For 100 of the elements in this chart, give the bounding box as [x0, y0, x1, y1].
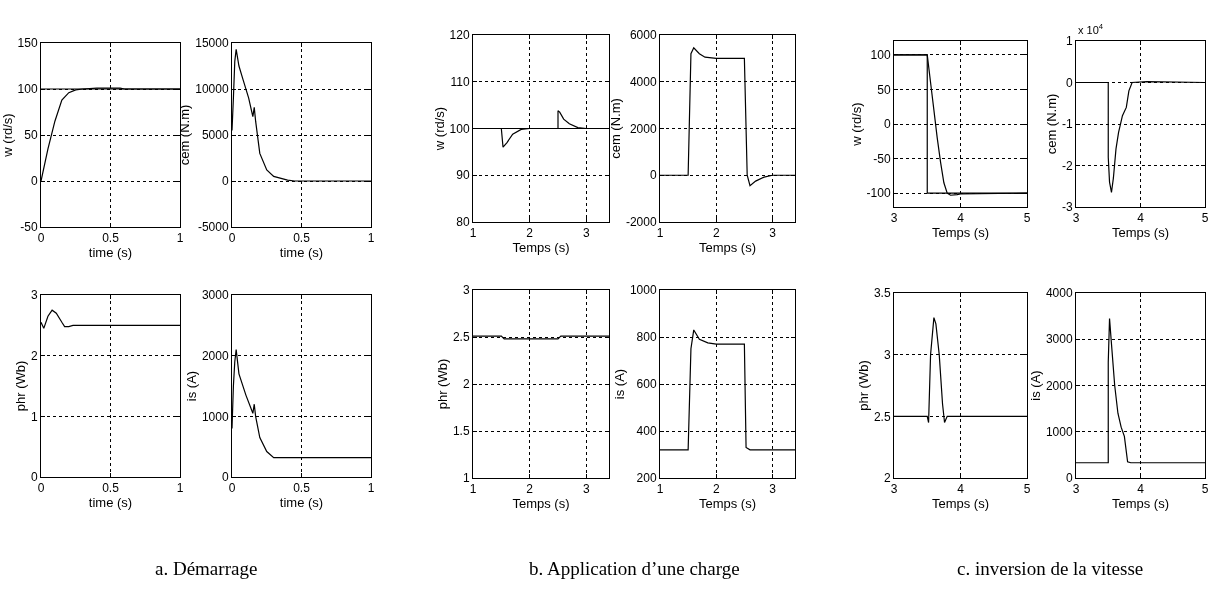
y-tick-label: -2	[1061, 158, 1073, 173]
x-tick-label: 5	[1201, 211, 1209, 226]
y-tick-label: 2000	[629, 121, 657, 136]
y-tick-label: 3	[30, 288, 38, 303]
y-tick-label: 100	[870, 48, 891, 63]
x-tick-label: 4	[1137, 482, 1145, 497]
x-axis-title: time (s)	[88, 245, 133, 261]
y-tick-label: 0	[221, 174, 229, 189]
x-axis-title: Temps (s)	[1111, 225, 1170, 241]
y-tick-label: -100	[866, 186, 891, 201]
x-tick-label: 0.5	[293, 231, 311, 246]
x-tick-label: 2	[526, 482, 534, 497]
x-axis-title: Temps (s)	[1111, 496, 1170, 512]
y-tick-label: 15000	[195, 36, 229, 51]
y-tick-label: 2.5	[452, 330, 470, 345]
y-tick-label: 1000	[1045, 424, 1073, 439]
y-axis-title: w (rd/s)	[0, 113, 15, 158]
y-axis-title: phr (Wb)	[434, 358, 450, 410]
y-tick-label: -50	[873, 151, 891, 166]
x-axis-title: Temps (s)	[512, 496, 570, 512]
x-axis-title: Temps (s)	[512, 240, 570, 256]
x-tick-label: 1	[176, 481, 184, 496]
y-tick-label: 80	[456, 215, 470, 230]
y-tick-label: 200	[636, 471, 657, 486]
x-tick-label: 1	[367, 231, 375, 246]
y-tick-label: 0	[1065, 471, 1073, 486]
y-tick-label: 800	[636, 330, 657, 345]
x-tick-label: 2	[526, 226, 534, 241]
y-tick-label: 50	[24, 128, 38, 143]
y-tick-label: 2	[883, 471, 891, 486]
y-tick-label: 2	[30, 348, 38, 363]
y-tick-label: 600	[636, 377, 657, 392]
y-tick-label: 50	[877, 82, 891, 97]
y-tick-label: 1000	[629, 283, 657, 298]
y-tick-label: 5000	[201, 128, 229, 143]
y-tick-label: -1	[1061, 117, 1073, 132]
x-tick-label: 1	[176, 231, 184, 246]
y-tick-label: 0	[1065, 75, 1073, 90]
x-tick-label: 3	[582, 226, 590, 241]
x-tick-label: 4	[957, 211, 965, 226]
y-tick-label: 1000	[201, 409, 229, 424]
y-tick-label: 1	[1065, 34, 1073, 49]
x-axis-title: time (s)	[279, 245, 324, 261]
y-tick-label: 0	[30, 470, 38, 485]
y-axis-title: is (A)	[611, 368, 627, 400]
y-tick-label: 0	[649, 168, 657, 183]
y-tick-label: 100	[17, 82, 38, 97]
y-tick-label: 4000	[629, 74, 657, 89]
y-tick-label: 1.5	[452, 424, 470, 439]
text: c. inversion de la vitesse	[957, 558, 1144, 579]
x-tick-label: 0.5	[293, 481, 311, 496]
x-tick-label: 3	[769, 226, 777, 241]
y-axis-title: is (A)	[1027, 370, 1043, 401]
y-tick-label: -2000	[625, 215, 657, 230]
y-axis-title: is (A)	[183, 370, 199, 402]
y-tick-label: 1	[462, 471, 470, 486]
text: b. Application d’une charge	[529, 558, 740, 579]
y-tick-label: 2	[462, 377, 470, 392]
y-tick-label: 0	[883, 117, 891, 132]
y-tick-label: 3.5	[873, 286, 891, 301]
x-axis-title: time (s)	[279, 495, 324, 511]
y-tick-label: 100	[449, 121, 470, 136]
y-axis-title: w (rd/s)	[848, 102, 864, 147]
y-tick-label: 3000	[1045, 332, 1073, 347]
x-tick-label: 1	[367, 481, 375, 496]
y-tick-label: 4000	[1045, 286, 1073, 301]
text: a. Démarrage	[155, 558, 258, 579]
y-tick-label: 400	[636, 424, 657, 439]
y-tick-label: 0	[221, 470, 229, 485]
x-tick-label: 5	[1023, 211, 1031, 226]
y-tick-label: 6000	[629, 28, 657, 43]
text: x 10$^{4}$	[1078, 22, 1104, 36]
x-axis-title: Temps (s)	[931, 225, 990, 241]
x-axis-title: Temps (s)	[698, 496, 757, 512]
y-tick-label: -3	[1061, 200, 1073, 215]
y-tick-label: 0	[30, 174, 38, 189]
x-tick-label: 4	[957, 482, 965, 497]
x-axis-title: Temps (s)	[931, 496, 990, 512]
y-tick-label: 2000	[201, 348, 229, 363]
y-axis-title: w (rd/s)	[431, 106, 447, 152]
y-axis-title: phr (Wb)	[12, 360, 28, 412]
x-tick-label: 5	[1023, 482, 1031, 497]
x-tick-label: 5	[1201, 482, 1209, 497]
x-tick-label: 4	[1137, 211, 1145, 226]
y-tick-label: 3000	[201, 288, 229, 303]
x-axis-title: time (s)	[88, 495, 133, 511]
y-tick-label: 110	[450, 74, 470, 89]
y-tick-label: 120	[449, 28, 470, 43]
y-tick-label: -5000	[197, 220, 229, 235]
x-tick-label: 2	[712, 482, 720, 497]
x-tick-label: 3	[582, 482, 590, 497]
x-tick-label: 0.5	[102, 231, 120, 246]
y-tick-label: 90	[456, 168, 470, 183]
y-axis-title: cem (N.m)	[1043, 93, 1059, 155]
y-tick-label: 1	[30, 409, 38, 424]
y-tick-label: 2000	[1045, 378, 1073, 393]
y-axis-title: cem (N.m)	[607, 98, 623, 159]
x-tick-label: 2	[712, 226, 720, 241]
y-axis-title: phr (Wb)	[855, 360, 871, 411]
x-axis-title: Temps (s)	[698, 240, 757, 256]
